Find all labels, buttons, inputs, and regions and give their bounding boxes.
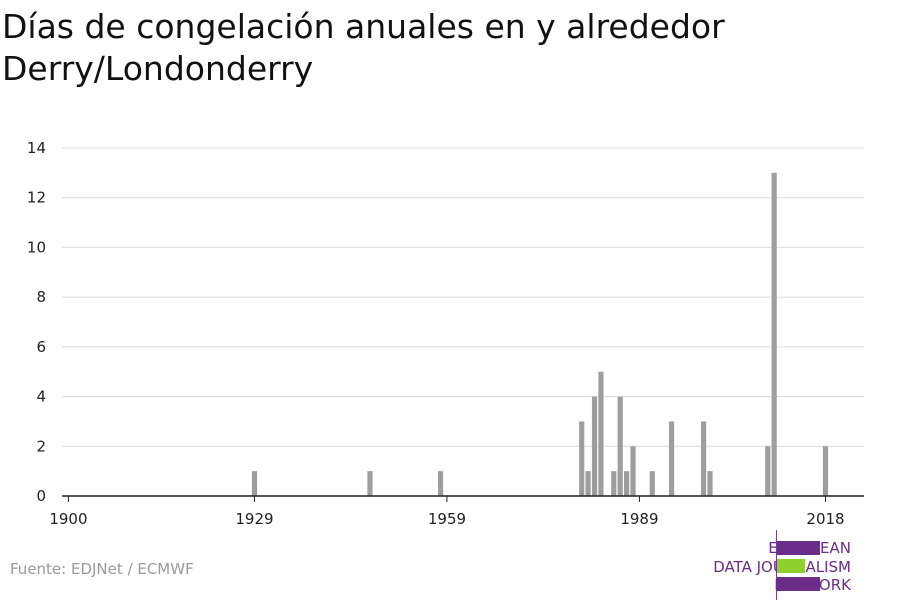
bar (707, 471, 713, 496)
logo-bar-purple-top (777, 541, 820, 555)
bar (668, 421, 675, 496)
bar (624, 471, 630, 496)
x-axis-labels: 1900 1929 1959 1989 2018 (49, 510, 844, 528)
logo-bar-purple-bottom (777, 577, 820, 591)
bar (771, 172, 777, 496)
grid-lines (62, 147, 864, 447)
y-tick-label: 4 (36, 388, 46, 406)
y-tick-label: 10 (27, 238, 46, 256)
bar (822, 446, 829, 496)
logo-bar-green (777, 559, 805, 573)
y-axis-labels: 0 2 4 6 8 10 12 14 (27, 139, 46, 505)
bar (579, 421, 585, 496)
bar (251, 471, 258, 496)
bar (765, 446, 771, 496)
x-tick-label: 1900 (49, 510, 87, 528)
y-tick-label: 12 (27, 189, 46, 207)
bar (598, 371, 604, 496)
bar (630, 446, 636, 496)
x-axis-ticks (67, 496, 827, 502)
y-tick-label: 8 (36, 288, 46, 306)
bar (437, 471, 444, 496)
bar (611, 471, 617, 496)
bars (251, 172, 829, 496)
y-tick-label: 2 (36, 437, 46, 455)
y-tick-label: 14 (27, 139, 46, 157)
edjnet-logo: EUROPEAN DATA JOURNALISM NETWORK (660, 530, 900, 600)
bar (585, 471, 591, 496)
bar-chart: 0 2 4 6 8 10 12 14 1900 1929 1959 1989 2018 (27, 139, 864, 528)
x-tick-label: 1989 (620, 510, 658, 528)
source-note: Fuente: EDJNet / ECMWF (10, 560, 194, 578)
bar (649, 471, 655, 496)
x-tick-label: 2018 (806, 510, 844, 528)
y-tick-label: 0 (36, 487, 46, 505)
bar (367, 471, 373, 496)
chart-title: Días de congelación anuales en y alreded… (2, 7, 725, 88)
bar (617, 396, 623, 496)
x-tick-label: 1959 (428, 510, 466, 528)
bar (701, 421, 707, 496)
logo-divider (776, 530, 777, 600)
x-tick-label: 1929 (235, 510, 273, 528)
bar (591, 396, 598, 496)
y-tick-label: 6 (36, 338, 46, 356)
